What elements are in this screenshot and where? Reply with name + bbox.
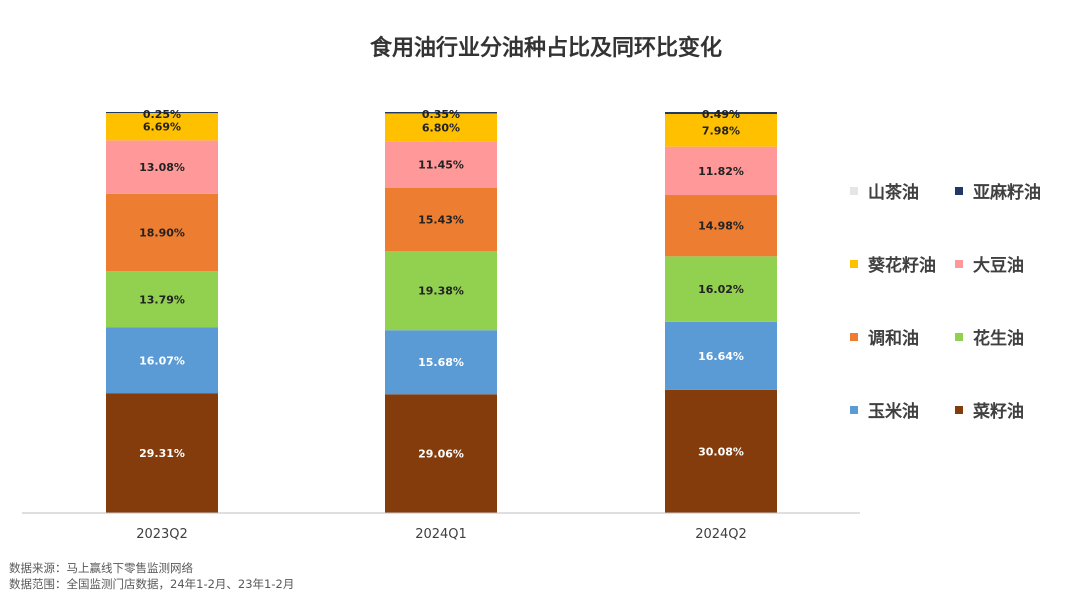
legend-swatch-玉米油 bbox=[850, 406, 858, 414]
bar-segment-2023Q2-菜籽油 bbox=[106, 393, 218, 513]
data-label-2024Q2-玉米油: 16.64% bbox=[698, 350, 744, 363]
footnote-source: 数据来源：马上赢线下零售监测网络 bbox=[9, 561, 193, 575]
legend-label-山茶油: 山茶油 bbox=[868, 182, 919, 203]
data-label-2024Q1-菜籽油: 29.06% bbox=[418, 448, 464, 461]
bar-segment-2024Q2-亚麻籽油 bbox=[665, 112, 777, 115]
data-label-2024Q1-亚麻籽油: 0.35% bbox=[422, 108, 460, 121]
chart-title: 食用油行业分油种占比及同环比变化 bbox=[370, 35, 722, 61]
data-label-2023Q2-玉米油: 16.07% bbox=[139, 354, 185, 367]
data-label-2024Q2-调和油: 14.98% bbox=[698, 220, 744, 233]
bar-segment-2024Q1-大豆油 bbox=[385, 141, 497, 188]
bar-segment-2024Q1-菜籽油 bbox=[385, 394, 497, 513]
data-label-2023Q2-亚麻籽油: 0.25% bbox=[143, 108, 181, 121]
data-label-2024Q2-亚麻籽油: 0.49% bbox=[702, 108, 740, 121]
data-label-2024Q1-葵花籽油: 6.80% bbox=[422, 121, 460, 134]
bar-segment-2024Q2-玉米油 bbox=[665, 321, 777, 390]
footnote-scope: 数据范围：全国监测门店数据，24年1-2月、23年1-2月 bbox=[9, 577, 294, 591]
legend-swatch-大豆油 bbox=[955, 260, 963, 268]
bar-segment-2024Q2-菜籽油 bbox=[665, 389, 777, 513]
legend-swatch-葵花籽油 bbox=[850, 260, 858, 268]
plot-area: 29.31% 16.07% 13.79% 18.90% 13.08% 6.69%0.25%… bbox=[22, 108, 860, 542]
data-label-2024Q2-菜籽油: 30.08% bbox=[698, 445, 744, 458]
legend-swatch-菜籽油 bbox=[955, 406, 963, 414]
data-label-2024Q1-大豆油: 11.45% bbox=[418, 159, 464, 172]
bar-segment-2023Q2-大豆油 bbox=[106, 140, 218, 194]
legend-label-调和油: 调和油 bbox=[868, 328, 919, 349]
bar-segment-2023Q2-玉米油 bbox=[106, 327, 218, 394]
bar-segment-2023Q2-花生油 bbox=[106, 271, 218, 328]
legend-swatch-山茶油 bbox=[850, 187, 858, 195]
data-label-2024Q1-玉米油: 15.68% bbox=[418, 356, 464, 369]
legend-label-葵花籽油: 葵花籽油 bbox=[868, 255, 936, 276]
bar-segment-2023Q2-调和油 bbox=[106, 193, 218, 272]
legend-swatch-亚麻籽油 bbox=[955, 187, 963, 195]
bar-segment-2024Q2-调和油 bbox=[665, 195, 777, 257]
data-label-2024Q2-花生油: 16.02% bbox=[698, 283, 744, 296]
x-tick-label-2024Q1: 2024Q1 bbox=[415, 527, 467, 542]
bar-segment-2023Q2-葵花籽油 bbox=[106, 113, 218, 141]
x-tick-label-2023Q2: 2023Q2 bbox=[136, 527, 188, 542]
bar-segment-2024Q2-花生油 bbox=[665, 256, 777, 322]
legend-label-菜籽油: 菜籽油 bbox=[972, 401, 1024, 422]
bar-segment-2024Q2-葵花籽油 bbox=[665, 114, 777, 147]
bar-segment-2024Q1-调和油 bbox=[385, 187, 497, 252]
data-label-2024Q2-葵花籽油: 7.98% bbox=[702, 124, 740, 137]
data-label-2023Q2-花生油: 13.79% bbox=[139, 293, 185, 306]
bar-segment-2024Q1-花生油 bbox=[385, 251, 497, 331]
bar-segment-2023Q2-亚麻籽油 bbox=[106, 112, 218, 114]
legend-label-花生油: 花生油 bbox=[973, 328, 1024, 349]
bar-segment-2024Q1-葵花籽油 bbox=[385, 113, 497, 142]
legend-swatch-花生油 bbox=[955, 333, 963, 341]
bar-segment-2024Q2-大豆油 bbox=[665, 146, 777, 196]
x-tick-label-2024Q2: 2024Q2 bbox=[695, 527, 747, 542]
legend-label-玉米油: 玉米油 bbox=[868, 401, 919, 422]
data-label-2023Q2-葵花籽油: 6.69% bbox=[143, 121, 181, 134]
data-label-2023Q2-大豆油: 13.08% bbox=[139, 161, 185, 174]
data-label-2023Q2-菜籽油: 29.31% bbox=[139, 447, 185, 460]
data-label-2024Q1-花生油: 19.38% bbox=[418, 285, 464, 298]
legend-swatch-调和油 bbox=[850, 333, 858, 341]
bar-segment-2024Q1-亚麻籽油 bbox=[385, 112, 497, 114]
legend-label-亚麻籽油: 亚麻籽油 bbox=[973, 182, 1041, 203]
bar-segment-2024Q1-玉米油 bbox=[385, 330, 497, 395]
data-label-2024Q2-大豆油: 11.82% bbox=[698, 165, 744, 178]
legend-label-大豆油: 大豆油 bbox=[973, 255, 1024, 276]
data-label-2023Q2-调和油: 18.90% bbox=[139, 226, 185, 239]
data-label-2024Q1-调和油: 15.43% bbox=[418, 214, 464, 227]
